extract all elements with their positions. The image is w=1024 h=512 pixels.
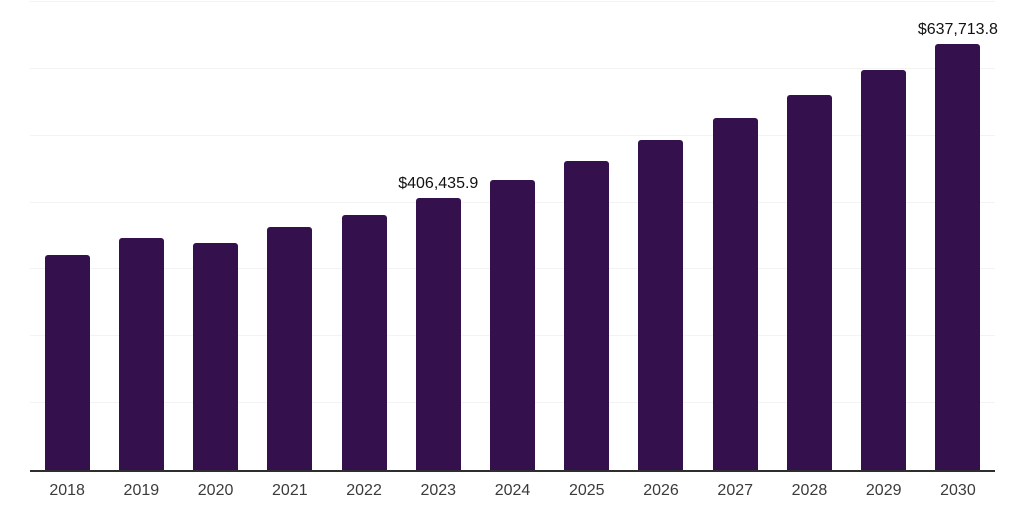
bar-2020 <box>193 242 239 470</box>
bar-2027 <box>712 118 758 470</box>
bar-slot-2020 <box>178 2 252 470</box>
bar-slot-2025 <box>550 2 624 470</box>
bars <box>30 2 995 470</box>
bar-2022 <box>341 215 387 470</box>
value-label-2023: $406,435.9 <box>398 175 479 193</box>
bar-2024 <box>490 180 536 470</box>
bar-slot-2028 <box>772 2 846 470</box>
x-tick-2019: 2019 <box>123 482 160 499</box>
x-tick-2025: 2025 <box>568 482 605 499</box>
bar-2030 <box>935 43 981 470</box>
bar-slot-2018 <box>30 2 104 470</box>
bar-slot-2026 <box>624 2 698 470</box>
bar-2019 <box>118 238 164 470</box>
bar-slot-2021 <box>253 2 327 470</box>
bar-2029 <box>861 70 907 470</box>
bar-slot-2022 <box>327 2 401 470</box>
gridline-600000 <box>30 67 995 69</box>
bar-slot-2019 <box>104 2 178 470</box>
x-tick-2027: 2027 <box>717 482 754 499</box>
x-tick-2022: 2022 <box>346 482 382 499</box>
x-tick-2021: 2021 <box>272 482 308 499</box>
bar-2018 <box>44 255 90 470</box>
bar-slot-2023 <box>401 2 475 470</box>
plot-area: $406,435.9 $637,713.8 <box>30 1 998 472</box>
bar-2021 <box>267 227 313 470</box>
x-tick-2030: 2030 <box>940 482 976 499</box>
x-tick-2028: 2028 <box>791 482 828 499</box>
bar-2023 <box>415 198 461 470</box>
bar-2025 <box>564 160 610 470</box>
x-axis-line <box>30 470 995 472</box>
x-tick-2024: 2024 <box>494 482 531 499</box>
bar-slot-2029 <box>847 2 921 470</box>
bar-slot-2030 <box>921 2 995 470</box>
gridline-500000 <box>30 134 995 136</box>
x-tick-2018: 2018 <box>49 482 85 499</box>
bar-slot-2024 <box>475 2 549 470</box>
bar-2028 <box>786 95 832 470</box>
bar-2026 <box>638 140 684 470</box>
gridline-700000 <box>30 1 995 2</box>
x-tick-2023: 2023 <box>420 482 457 499</box>
value-label-2030: $637,713.8 <box>917 20 998 38</box>
bar-slot-2027 <box>698 2 772 470</box>
x-tick-2020: 2020 <box>197 482 234 499</box>
x-tick-2029: 2029 <box>865 482 902 499</box>
x-tick-2026: 2026 <box>643 482 679 499</box>
x-axis-labels: 2018 2019 2020 2021 2022 2023 2024 2025 2026 2027… <box>30 472 995 499</box>
